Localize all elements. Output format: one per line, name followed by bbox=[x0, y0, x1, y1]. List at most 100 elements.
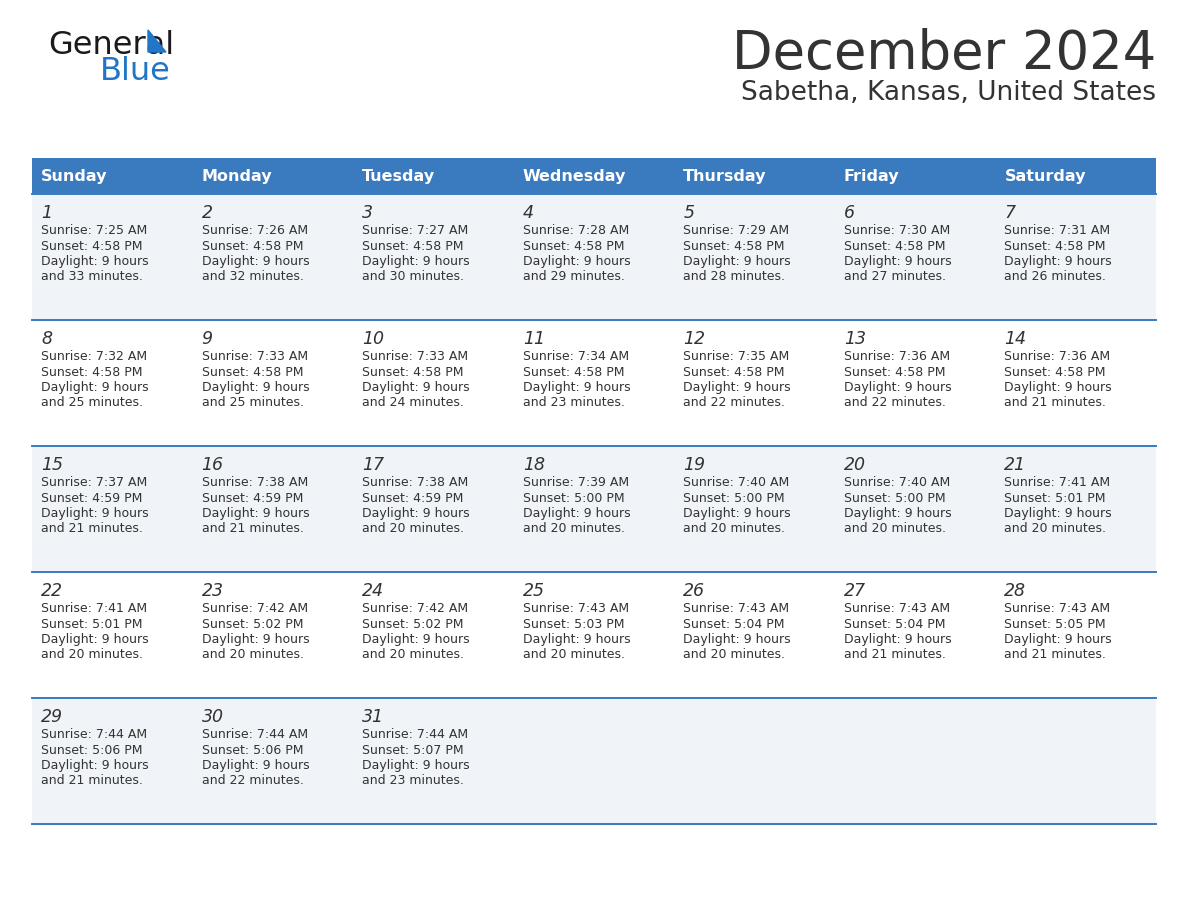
Text: Sunset: 4:58 PM: Sunset: 4:58 PM bbox=[683, 365, 785, 378]
Text: Daylight: 9 hours: Daylight: 9 hours bbox=[843, 381, 952, 394]
Text: 8: 8 bbox=[42, 330, 52, 348]
Text: Daylight: 9 hours: Daylight: 9 hours bbox=[362, 255, 469, 268]
Bar bbox=[32, 320, 1156, 446]
Text: 29: 29 bbox=[42, 708, 63, 726]
Bar bbox=[835, 158, 996, 194]
Text: Daylight: 9 hours: Daylight: 9 hours bbox=[362, 381, 469, 394]
Text: 3: 3 bbox=[362, 204, 373, 222]
Text: Sunrise: 7:25 AM: Sunrise: 7:25 AM bbox=[42, 224, 147, 237]
Text: Daylight: 9 hours: Daylight: 9 hours bbox=[1004, 255, 1112, 268]
Text: Sunset: 4:58 PM: Sunset: 4:58 PM bbox=[843, 240, 946, 252]
Text: Daylight: 9 hours: Daylight: 9 hours bbox=[202, 381, 309, 394]
Text: Sunrise: 7:42 AM: Sunrise: 7:42 AM bbox=[202, 602, 308, 615]
Text: Sunrise: 7:34 AM: Sunrise: 7:34 AM bbox=[523, 350, 628, 363]
Text: 21: 21 bbox=[1004, 456, 1026, 474]
Text: Sunset: 4:58 PM: Sunset: 4:58 PM bbox=[523, 365, 624, 378]
Text: 25: 25 bbox=[523, 582, 545, 600]
Text: Sabetha, Kansas, United States: Sabetha, Kansas, United States bbox=[741, 80, 1156, 106]
Text: and 20 minutes.: and 20 minutes. bbox=[42, 648, 143, 662]
Text: 14: 14 bbox=[1004, 330, 1026, 348]
Text: 2: 2 bbox=[202, 204, 213, 222]
Bar bbox=[32, 572, 1156, 698]
Text: 9: 9 bbox=[202, 330, 213, 348]
Text: Sunrise: 7:26 AM: Sunrise: 7:26 AM bbox=[202, 224, 308, 237]
Text: and 21 minutes.: and 21 minutes. bbox=[1004, 397, 1106, 409]
Text: Daylight: 9 hours: Daylight: 9 hours bbox=[42, 633, 148, 646]
Text: Sunrise: 7:37 AM: Sunrise: 7:37 AM bbox=[42, 476, 147, 489]
Text: Sunset: 5:05 PM: Sunset: 5:05 PM bbox=[1004, 618, 1106, 631]
Text: Sunrise: 7:41 AM: Sunrise: 7:41 AM bbox=[1004, 476, 1111, 489]
Text: 4: 4 bbox=[523, 204, 533, 222]
Text: Sunrise: 7:27 AM: Sunrise: 7:27 AM bbox=[362, 224, 468, 237]
Text: Sunset: 5:07 PM: Sunset: 5:07 PM bbox=[362, 744, 463, 756]
Text: Daylight: 9 hours: Daylight: 9 hours bbox=[683, 633, 791, 646]
Polygon shape bbox=[148, 30, 166, 52]
Text: 31: 31 bbox=[362, 708, 384, 726]
Text: Daylight: 9 hours: Daylight: 9 hours bbox=[683, 507, 791, 520]
Text: Sunset: 5:00 PM: Sunset: 5:00 PM bbox=[843, 491, 946, 505]
Bar bbox=[675, 158, 835, 194]
Text: 12: 12 bbox=[683, 330, 706, 348]
Text: Daylight: 9 hours: Daylight: 9 hours bbox=[42, 381, 148, 394]
Text: 28: 28 bbox=[1004, 582, 1026, 600]
Text: Sunset: 4:58 PM: Sunset: 4:58 PM bbox=[42, 365, 143, 378]
Text: and 21 minutes.: and 21 minutes. bbox=[843, 648, 946, 662]
Text: Sunset: 4:58 PM: Sunset: 4:58 PM bbox=[202, 365, 303, 378]
Text: and 27 minutes.: and 27 minutes. bbox=[843, 271, 946, 284]
Text: and 20 minutes.: and 20 minutes. bbox=[362, 648, 465, 662]
Text: and 25 minutes.: and 25 minutes. bbox=[42, 397, 143, 409]
Text: Sunday: Sunday bbox=[42, 169, 107, 184]
Text: and 20 minutes.: and 20 minutes. bbox=[683, 522, 785, 535]
Text: Daylight: 9 hours: Daylight: 9 hours bbox=[523, 633, 631, 646]
Text: Daylight: 9 hours: Daylight: 9 hours bbox=[202, 759, 309, 772]
Text: 10: 10 bbox=[362, 330, 384, 348]
Text: Sunrise: 7:44 AM: Sunrise: 7:44 AM bbox=[202, 728, 308, 741]
Text: Sunset: 5:01 PM: Sunset: 5:01 PM bbox=[1004, 491, 1106, 505]
Text: Daylight: 9 hours: Daylight: 9 hours bbox=[843, 255, 952, 268]
Text: Sunset: 4:58 PM: Sunset: 4:58 PM bbox=[1004, 240, 1106, 252]
Text: 22: 22 bbox=[42, 582, 63, 600]
Text: Monday: Monday bbox=[202, 169, 272, 184]
Text: Sunset: 5:04 PM: Sunset: 5:04 PM bbox=[683, 618, 785, 631]
Text: Sunrise: 7:42 AM: Sunrise: 7:42 AM bbox=[362, 602, 468, 615]
Text: Daylight: 9 hours: Daylight: 9 hours bbox=[843, 507, 952, 520]
Text: Sunset: 4:58 PM: Sunset: 4:58 PM bbox=[843, 365, 946, 378]
Text: Daylight: 9 hours: Daylight: 9 hours bbox=[42, 507, 148, 520]
Text: Sunrise: 7:33 AM: Sunrise: 7:33 AM bbox=[362, 350, 468, 363]
Text: Sunset: 4:59 PM: Sunset: 4:59 PM bbox=[362, 491, 463, 505]
Text: 23: 23 bbox=[202, 582, 223, 600]
Text: Saturday: Saturday bbox=[1004, 169, 1086, 184]
Text: Daylight: 9 hours: Daylight: 9 hours bbox=[843, 633, 952, 646]
Text: and 26 minutes.: and 26 minutes. bbox=[1004, 271, 1106, 284]
Text: Sunrise: 7:43 AM: Sunrise: 7:43 AM bbox=[1004, 602, 1111, 615]
Text: and 24 minutes.: and 24 minutes. bbox=[362, 397, 465, 409]
Bar bbox=[32, 158, 192, 194]
Text: Daylight: 9 hours: Daylight: 9 hours bbox=[202, 633, 309, 646]
Text: and 28 minutes.: and 28 minutes. bbox=[683, 271, 785, 284]
Text: Sunrise: 7:40 AM: Sunrise: 7:40 AM bbox=[683, 476, 790, 489]
Text: Sunrise: 7:28 AM: Sunrise: 7:28 AM bbox=[523, 224, 628, 237]
Text: Friday: Friday bbox=[843, 169, 899, 184]
Bar bbox=[32, 194, 1156, 320]
Text: 7: 7 bbox=[1004, 204, 1016, 222]
Text: 17: 17 bbox=[362, 456, 384, 474]
Text: 27: 27 bbox=[843, 582, 866, 600]
Text: 16: 16 bbox=[202, 456, 223, 474]
Text: Sunset: 4:58 PM: Sunset: 4:58 PM bbox=[362, 240, 463, 252]
Text: Sunset: 5:00 PM: Sunset: 5:00 PM bbox=[523, 491, 625, 505]
Text: and 20 minutes.: and 20 minutes. bbox=[683, 648, 785, 662]
Text: Sunset: 5:01 PM: Sunset: 5:01 PM bbox=[42, 618, 143, 631]
Text: and 32 minutes.: and 32 minutes. bbox=[202, 271, 303, 284]
Text: 11: 11 bbox=[523, 330, 545, 348]
Text: and 29 minutes.: and 29 minutes. bbox=[523, 271, 625, 284]
Bar bbox=[996, 158, 1156, 194]
Text: Daylight: 9 hours: Daylight: 9 hours bbox=[202, 255, 309, 268]
Text: Wednesday: Wednesday bbox=[523, 169, 626, 184]
Text: Daylight: 9 hours: Daylight: 9 hours bbox=[523, 381, 631, 394]
Text: and 22 minutes.: and 22 minutes. bbox=[202, 775, 303, 788]
Text: and 21 minutes.: and 21 minutes. bbox=[42, 775, 143, 788]
Text: Daylight: 9 hours: Daylight: 9 hours bbox=[1004, 633, 1112, 646]
Text: and 20 minutes.: and 20 minutes. bbox=[523, 648, 625, 662]
Text: Sunrise: 7:36 AM: Sunrise: 7:36 AM bbox=[1004, 350, 1111, 363]
Text: Sunset: 4:58 PM: Sunset: 4:58 PM bbox=[202, 240, 303, 252]
